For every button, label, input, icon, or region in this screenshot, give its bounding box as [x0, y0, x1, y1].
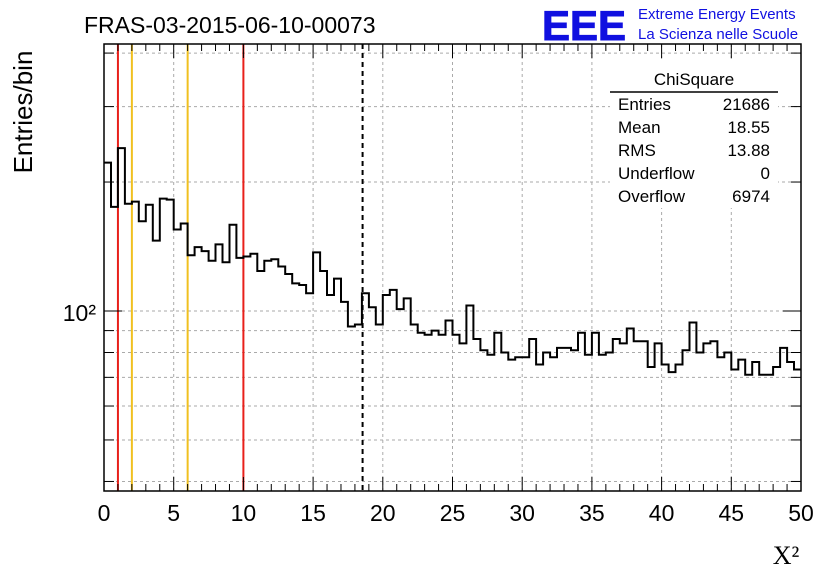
x-tick-label: 30: [509, 500, 535, 526]
y-tick-label: 10²: [63, 300, 97, 326]
x-tick-label: 40: [649, 500, 675, 526]
stats-label-underflow: Underflow: [618, 164, 695, 183]
stats-box: ChiSquare Entries 21686 Mean 18.55 RMS 1…: [610, 60, 778, 208]
stats-label-overflow: Overflow: [618, 187, 686, 206]
stats-label-mean: Mean: [618, 118, 661, 137]
logo-line-2: La Scienza nelle Scuole: [638, 26, 798, 43]
x-tick-labels: 0 5 10 15 20 25 30 35 40 45 50: [98, 500, 814, 526]
stats-label-entries: Entries: [618, 95, 671, 114]
eee-logo: EEE: [542, 2, 626, 49]
stats-value-rms: 13.88: [727, 141, 770, 160]
x-tick-label: 45: [719, 500, 745, 526]
logo-line-1: Extreme Energy Events: [638, 6, 796, 23]
axes-frame: [103, 43, 802, 492]
stats-label-rms: RMS: [618, 141, 656, 160]
x-tick-label: 10: [231, 500, 257, 526]
histogram: [104, 147, 801, 376]
run-title: FRAS-03-2015-06-10-00073: [84, 12, 376, 38]
stats-title: ChiSquare: [654, 70, 734, 89]
x-tick-label: 25: [440, 500, 466, 526]
y-axis-label: Entries/bin: [8, 51, 38, 174]
stats-value-entries: 21686: [723, 95, 770, 114]
y-tick-labels: 10²: [63, 300, 97, 326]
x-tick-label: 15: [300, 500, 326, 526]
x-tick-label: 20: [370, 500, 396, 526]
stats-box-bg: [610, 60, 778, 208]
histogram-line: [104, 147, 801, 376]
stats-value-underflow: 0: [761, 164, 770, 183]
x-axis-label: X²: [773, 541, 800, 570]
stats-value-overflow: 6974: [732, 187, 770, 206]
x-tick-label: 35: [579, 500, 605, 526]
x-tick-label: 0: [98, 500, 111, 526]
x-tick-label: 50: [788, 500, 814, 526]
x-tick-label: 5: [167, 500, 180, 526]
reference-lines: [116, 44, 364, 491]
stats-value-mean: 18.55: [727, 118, 770, 137]
